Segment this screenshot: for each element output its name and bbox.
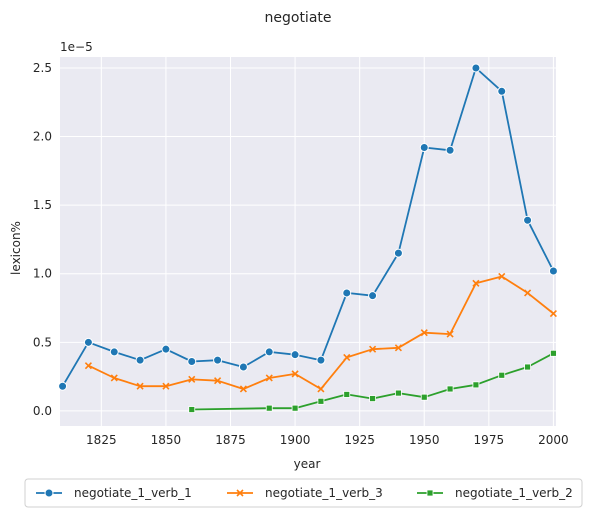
data-point [291, 370, 299, 378]
data-point [445, 145, 455, 155]
data-point [419, 143, 429, 153]
data-point [420, 329, 428, 337]
data-point [498, 272, 506, 281]
plot-area [60, 57, 556, 426]
series-negotiate_1_verb_1 [58, 63, 558, 391]
x-tick-label: 1950 [409, 433, 440, 447]
data-point [317, 397, 325, 405]
data-point [187, 357, 197, 367]
data-point [342, 288, 352, 298]
legend-box [24, 478, 583, 508]
y-axis-label: lexicon% [9, 221, 23, 275]
data-point [446, 385, 454, 393]
y-tick-label: 0.0 [33, 404, 52, 418]
legend: negotiate_1_verb_1 negotiate_1_verb_3 nego… [24, 478, 583, 508]
data-point [524, 289, 532, 297]
data-point [472, 279, 480, 287]
data-point [265, 404, 273, 412]
data-point [290, 350, 300, 360]
data-point [214, 377, 222, 385]
data-point [58, 381, 68, 391]
y-offset-text: 1e−5 [60, 40, 93, 54]
x-axis-label: year [294, 457, 321, 471]
x-tick-label: 1925 [344, 433, 375, 447]
data-point [497, 86, 507, 96]
series-negotiate_1_verb_3 [84, 272, 557, 393]
data-point [135, 355, 145, 365]
data-point [523, 215, 533, 225]
data-point [343, 353, 351, 361]
data-point [213, 355, 223, 365]
data-point [239, 385, 247, 393]
data-point [265, 374, 273, 382]
y-tick-label: 2.5 [33, 61, 52, 75]
data-point [549, 309, 557, 318]
data-point [548, 266, 558, 276]
data-point [369, 345, 377, 353]
y-tick-label: 2.0 [33, 130, 52, 144]
data-point [368, 291, 378, 301]
data-point [317, 385, 325, 393]
chart-title: negotiate [265, 10, 332, 26]
y-tick-label: 1.5 [33, 198, 52, 212]
data-point [109, 347, 119, 357]
data-point [471, 63, 481, 73]
legend-label: negotiate_1_verb_1 [74, 486, 192, 500]
data-point [84, 362, 92, 370]
data-point [394, 344, 402, 352]
legend-label: negotiate_1_verb_3 [265, 486, 383, 500]
data-point [395, 389, 402, 397]
legend-label: negotiate_1_verb_2 [455, 486, 573, 500]
legend-marker [236, 489, 244, 497]
legend-marker [426, 489, 434, 497]
data-point [238, 362, 248, 372]
x-tick-label: 1900 [280, 433, 311, 447]
x-tick-label: 1825 [86, 433, 117, 447]
data-point [162, 382, 170, 390]
data-point [498, 371, 506, 379]
series-negotiate_1_verb_2 [188, 349, 557, 413]
legend-marker [44, 488, 54, 498]
data-point [472, 381, 480, 389]
data-point [188, 406, 196, 413]
data-point [291, 404, 299, 412]
data-point [524, 363, 531, 371]
data-point [110, 374, 118, 382]
series-line [61, 67, 555, 387]
data-point [83, 337, 93, 347]
series-layer [58, 63, 558, 413]
data-point [343, 391, 351, 398]
data-point [161, 344, 171, 354]
x-tick-label: 1850 [151, 433, 182, 447]
x-axis: 1825 1850 1875 1900 1925 1950 1975 2000 [86, 433, 569, 447]
data-point [446, 330, 454, 338]
data-point [393, 248, 403, 258]
data-point [188, 375, 196, 383]
y-tick-label: 0.5 [33, 335, 52, 349]
x-tick-label: 2000 [538, 433, 569, 447]
data-point [550, 349, 557, 357]
x-tick-label: 1975 [474, 433, 505, 447]
data-point [420, 393, 428, 401]
y-tick-label: 1.0 [33, 267, 52, 281]
data-point [264, 347, 274, 357]
data-point [316, 355, 326, 365]
data-point [136, 382, 144, 390]
x-tick-label: 1875 [215, 433, 246, 447]
y-axis: 0.0 0.5 1.0 1.5 2.0 2.5 [33, 61, 52, 418]
data-point [369, 395, 376, 402]
